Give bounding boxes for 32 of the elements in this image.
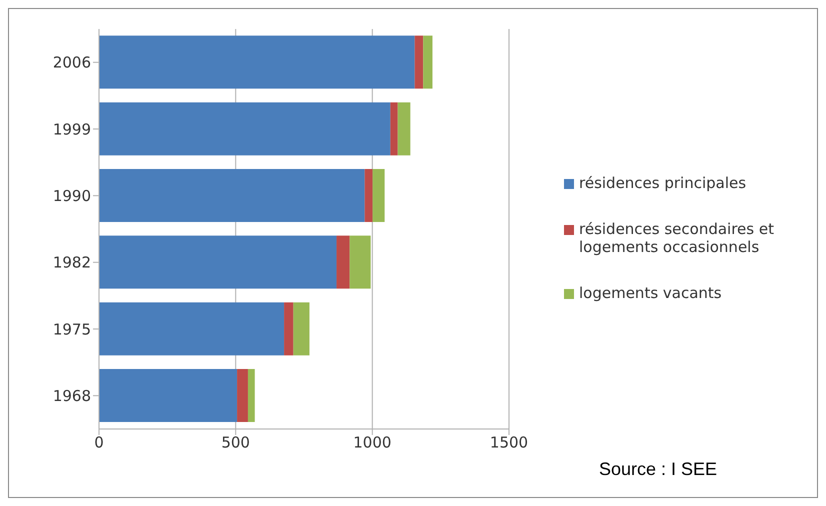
y-tick-label: 1975: [52, 320, 91, 338]
y-tick-label: 1982: [52, 254, 91, 272]
legend-label: logements vacants: [579, 284, 722, 302]
x-tick-label: 1500: [490, 434, 528, 452]
bar: [99, 236, 337, 289]
bar: [350, 236, 371, 289]
x-tick-label: 500: [221, 434, 250, 452]
bar: [390, 102, 398, 156]
bar: [99, 169, 365, 222]
bar: [398, 102, 410, 156]
bar: [99, 36, 415, 89]
source-note: Source : I SEE: [599, 459, 718, 480]
y-tick-label: 1968: [52, 386, 91, 405]
bar: [284, 302, 294, 356]
bar: [293, 302, 310, 356]
bar: [364, 169, 373, 222]
bar: [423, 36, 432, 89]
legend-label: résidences principales: [579, 174, 746, 192]
bar: [237, 369, 248, 422]
bar: [336, 236, 350, 289]
bar: [414, 36, 424, 89]
legend-label: résidences secondaires et logements occasionnels: [579, 220, 775, 256]
bar: [248, 369, 255, 422]
bar: [99, 302, 284, 356]
y-tick-label: 1990: [52, 186, 91, 205]
x-tick-label: 1000: [353, 434, 392, 452]
bar: [372, 169, 385, 222]
bar: [99, 369, 238, 422]
y-tick-label: 1999: [52, 120, 91, 138]
y-tick-label: 2006: [52, 54, 91, 72]
x-tick-label: 0: [94, 434, 104, 452]
bar: [99, 102, 390, 156]
